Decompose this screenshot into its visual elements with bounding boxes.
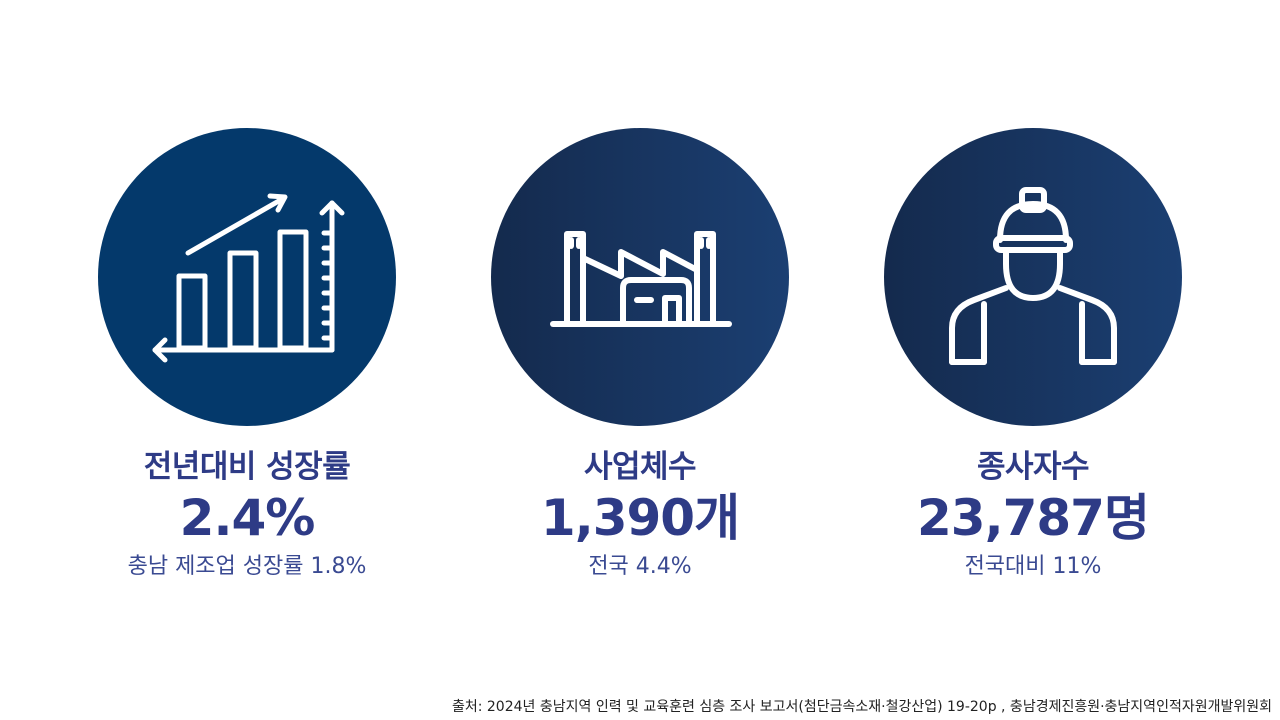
- stat-value: 2.4%: [179, 489, 316, 547]
- bar-chart-growth-icon: [152, 193, 345, 363]
- stat-title: 종사자수: [976, 449, 1090, 485]
- stat-business-count: 사업체수 1,390개 전국 4.4%: [450, 128, 830, 582]
- stat-value: 1,390개: [540, 489, 740, 547]
- stat-value: 23,787명: [917, 489, 1150, 547]
- stat-employee-count: 종사자수 23,787명 전국대비 11%: [843, 128, 1223, 582]
- stat-title: 사업체수: [583, 449, 697, 485]
- stat-growth-rate: 전년대비 성장률 2.4% 충남 제조업 성장률 1.8%: [57, 128, 437, 582]
- icon-circle: [884, 128, 1182, 426]
- stat-title: 전년대비 성장률: [143, 449, 351, 485]
- stat-note: 전국 4.4%: [588, 554, 692, 579]
- worker-helmet-icon: [949, 187, 1117, 365]
- source-citation: 출처: 2024년 충남지역 인력 및 교육훈련 심층 조사 보고서(첨단금속소…: [451, 699, 1272, 715]
- icon-circle: [491, 128, 789, 426]
- icon-circle: [98, 128, 396, 426]
- stat-note: 충남 제조업 성장률 1.8%: [127, 554, 367, 579]
- stat-note: 전국대비 11%: [964, 554, 1102, 579]
- factory-icon: [550, 231, 732, 327]
